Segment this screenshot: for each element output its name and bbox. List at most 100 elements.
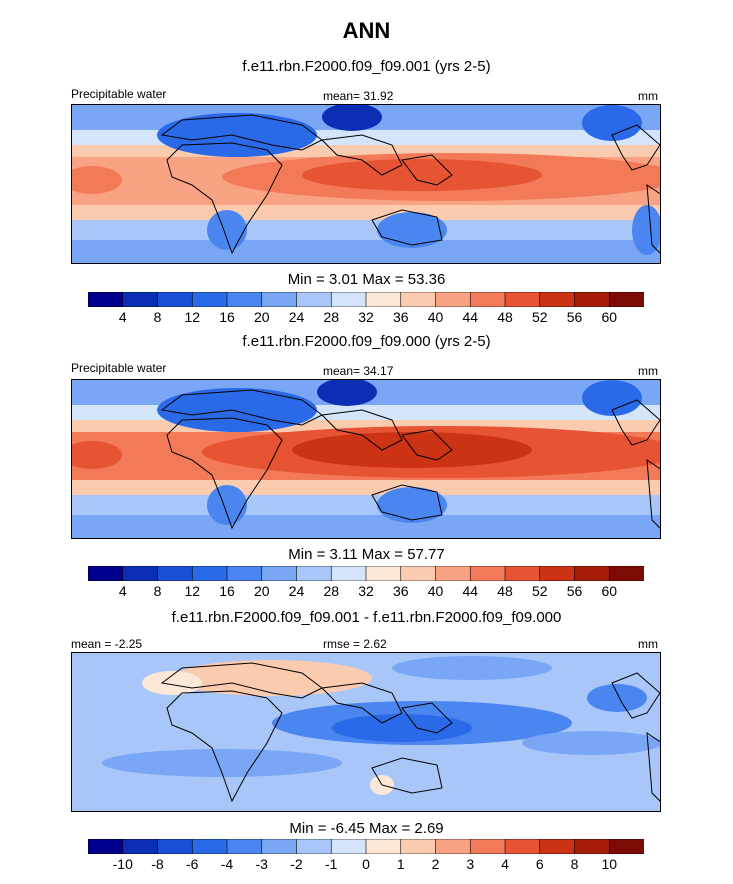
colorbar-tick-label: 28: [323, 309, 340, 325]
colorbar-tick-label: 12: [184, 309, 201, 325]
colorbar-tick-label: 36: [392, 309, 409, 325]
colorbar-swatch: [157, 292, 194, 307]
colorbar-tick-label: -10: [112, 856, 133, 872]
colorbar-swatch: [296, 292, 333, 307]
colorbar-tick-label: 52: [531, 309, 548, 325]
colorbar-swatch: [122, 566, 159, 581]
colorbar-tick-label: 3: [466, 856, 475, 872]
colorbar-swatch: [400, 839, 437, 854]
colorbar-swatch: [330, 566, 367, 581]
panel-3-rmse-label: rmse = 2.62: [323, 637, 387, 651]
panel-1-min-max: Min = 3.01 Max = 53.36: [287, 271, 446, 288]
colorbar-tick-label: 56: [566, 583, 583, 599]
colorbar-swatch: [261, 292, 298, 307]
colorbar-swatch: [122, 839, 159, 854]
colorbar-swatch: [504, 839, 541, 854]
colorbar-tick-label: 20: [253, 583, 270, 599]
colorbar-swatch: [88, 292, 124, 307]
colorbar-tick-label: 8: [153, 583, 162, 599]
panel-1-title: f.e11.rbn.F2000.f09_f09.001 (yrs 2-5): [242, 58, 491, 75]
colorbar-tick-label: -3: [255, 856, 268, 872]
colorbar-tick-label: 12: [184, 583, 201, 599]
colorbar-swatch: [88, 566, 124, 581]
colorbar-swatch: [261, 566, 298, 581]
colorbar-swatch: [296, 839, 333, 854]
panel-1-left-label: Precipitable water: [71, 87, 167, 101]
panel-3-colorbar-ticks: -10 -8 -6 -4 -3 -2 -1 0 1 2 3 4 6 8 10: [88, 856, 644, 874]
panel-3-mean-label: mean = -2.25: [71, 637, 143, 651]
colorbar-swatch: [400, 292, 437, 307]
colorbar-swatch: [261, 839, 298, 854]
colorbar-swatch: [539, 566, 576, 581]
colorbar-tick-label: 4: [501, 856, 509, 872]
colorbar-swatch: [469, 566, 506, 581]
panel-2-colorbar: [88, 566, 644, 581]
colorbar-tick-label: 4: [118, 583, 127, 599]
colorbar-tick-label: 6: [535, 856, 544, 872]
colorbar-tick-label: -4: [220, 856, 234, 872]
colorbar-tick-label: 0: [362, 856, 370, 872]
colorbar-swatch: [469, 839, 506, 854]
panel-1-mean-label: mean= 31.92: [323, 89, 394, 103]
colorbar-tick-label: 20: [253, 309, 270, 325]
panel-2-mean-label: mean= 34.17: [323, 364, 394, 378]
colorbar-swatch: [365, 292, 402, 307]
panel-2-title: f.e11.rbn.F2000.f09_f09.000 (yrs 2-5): [242, 333, 491, 350]
colorbar-tick-label: 2: [431, 856, 440, 872]
colorbar-swatch: [574, 566, 611, 581]
colorbar-swatch: [88, 839, 124, 854]
panel-1-colorbar-ticks: 4 8 12 16 20 24 28 32 36 40 44 48 52 56 60: [88, 309, 644, 327]
colorbar-swatch: [191, 839, 228, 854]
panel-1-colorbar: [88, 292, 644, 307]
colorbar-tick-label: 28: [323, 583, 340, 599]
panel-3-map: [71, 652, 661, 812]
colorbar-swatch: [435, 839, 472, 854]
colorbar-tick-label: -6: [186, 856, 199, 872]
colorbar-swatch: [226, 566, 263, 581]
colorbar-tick-label: 36: [392, 583, 409, 599]
colorbar-swatch: [365, 839, 402, 854]
colorbar-swatch: [574, 292, 611, 307]
colorbar-tick-label: 52: [531, 583, 548, 599]
panel-1-units-label: mm: [638, 89, 658, 103]
colorbar-tick-label: 40: [427, 309, 444, 325]
panel-2-colorbar-ticks: 4 8 12 16 20 24 28 32 36 40 44 48 52 56 60: [88, 583, 644, 601]
panel-2-units-label: mm: [638, 364, 658, 378]
colorbar-swatch: [504, 292, 541, 307]
colorbar-tick-label: -8: [151, 856, 164, 872]
colorbar-swatch: [539, 292, 576, 307]
colorbar-swatch: [400, 566, 437, 581]
panel-1-map: [71, 104, 661, 264]
colorbar-tick-label: 10: [601, 856, 618, 872]
colorbar-tick-label: 24: [288, 309, 305, 325]
colorbar-tick-label: 1: [396, 856, 405, 872]
colorbar-swatch: [226, 839, 263, 854]
colorbar-tick-label: 32: [358, 583, 374, 599]
colorbar-tick-label: 60: [601, 583, 618, 599]
colorbar-swatch: [574, 839, 611, 854]
colorbar-swatch: [191, 292, 228, 307]
colorbar-swatch: [157, 566, 194, 581]
colorbar-swatch: [469, 292, 506, 307]
colorbar-tick-label: 16: [219, 583, 235, 599]
colorbar-tick-label: 48: [497, 583, 513, 599]
colorbar-swatch: [157, 839, 194, 854]
colorbar-swatch: [122, 292, 159, 307]
colorbar-swatch: [435, 292, 472, 307]
colorbar-tick-label: 48: [497, 309, 513, 325]
panel-3-colorbar: [88, 839, 644, 854]
colorbar-swatch: [435, 566, 472, 581]
colorbar-tick-label: 16: [219, 309, 235, 325]
panel-2-min-max: Min = 3.11 Max = 57.77: [288, 546, 445, 563]
colorbar-swatch: [365, 566, 402, 581]
colorbar-swatch: [330, 292, 367, 307]
colorbar-swatch: [608, 292, 644, 307]
colorbar-tick-label: -1: [325, 856, 338, 872]
panel-3-title: f.e11.rbn.F2000.f09_f09.001 - f.e11.rbn.…: [171, 609, 562, 626]
colorbar-swatch: [608, 839, 644, 854]
colorbar-tick-label: 60: [601, 309, 618, 325]
colorbar-swatch: [608, 566, 644, 581]
panel-3-min-max: Min = -6.45 Max = 2.69: [289, 820, 444, 837]
colorbar-swatch: [191, 566, 228, 581]
panel-3-units-label: mm: [638, 637, 658, 651]
